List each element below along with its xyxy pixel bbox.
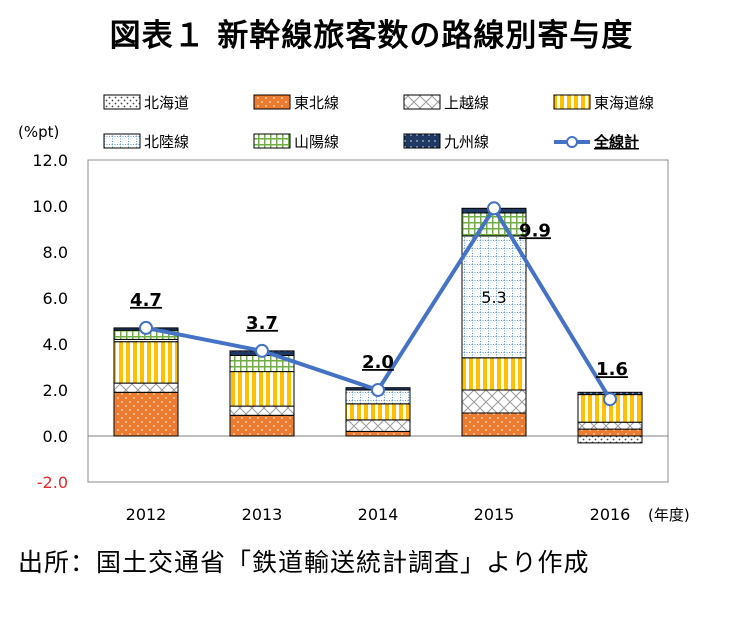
legend-label-山陽線: 山陽線 (294, 133, 339, 151)
total-label-2013: 3.7 (246, 313, 278, 334)
total-marker-2015 (487, 201, 501, 216)
y-axis-unit-label: (%pt) (18, 123, 59, 141)
legend-marker-全線計 (566, 136, 578, 148)
legend-label-東海道線: 東海道線 (594, 94, 654, 112)
legend-swatch-東北線 (253, 94, 291, 110)
bar-segment-2012-上越線 (113, 382, 179, 393)
total-marker-2016 (603, 392, 617, 407)
bar-segment-2013-上越線 (229, 405, 295, 416)
legend-swatch-九州線 (403, 133, 441, 149)
segment-annotation: 5.3 (481, 288, 506, 307)
total-line: 4.7 3.7 2.0 9.9 1.6 (130, 201, 628, 407)
total-label-2012: 4.7 (130, 290, 162, 311)
chart-title: 図表１ 新幹線旅客数の路線別寄与度 (109, 18, 634, 54)
bar-segment-2014-上越線 (345, 419, 411, 432)
bar-segment-2016-上越線 (577, 421, 643, 430)
bar-segment-2015-東海道線 (461, 357, 527, 391)
y-tick-label: 2.0 (43, 381, 68, 400)
x-tick-label: 2015 (474, 505, 515, 524)
legend-swatch-北海道 (103, 94, 141, 110)
total-label-2016: 1.6 (596, 359, 628, 380)
y-tick-label: 0.0 (43, 427, 68, 446)
bar-segment-2014-東海道線 (345, 403, 411, 421)
bar-segment-2014-東北線 (345, 430, 411, 437)
plot-frame (87, 159, 669, 483)
bar-segment-2012-東北線 (113, 391, 179, 437)
y-tick-label: 12.0 (32, 151, 68, 170)
bar-segment-2015-上越線 (461, 389, 527, 414)
legend-label-東北線: 東北線 (294, 94, 339, 112)
y-tick-label: -2.0 (37, 473, 68, 492)
bar-segment-2016-東北線 (577, 428, 643, 437)
x-tick-label: 2012 (126, 505, 167, 524)
bar-segment-2016-北海道 (577, 435, 643, 444)
total-marker-2013 (255, 343, 269, 358)
total-label-2014: 2.0 (362, 352, 394, 373)
y-tick-label: 6.0 (43, 289, 68, 308)
legend-label-北陸線: 北陸線 (144, 133, 189, 151)
x-tick-label: 2013 (242, 505, 283, 524)
bar-segment-2012-東海道線 (113, 341, 179, 384)
bar-segment-2015-山陽線 (461, 212, 527, 237)
legend-swatch-上越線 (403, 94, 441, 110)
legend-swatch-山陽線 (253, 133, 291, 149)
legend-swatch-東海道線 (553, 94, 591, 110)
legend-label-上越線: 上越線 (444, 94, 489, 112)
source-note: 出所：国土交通省「鉄道輸送統計調査」より作成 (18, 548, 590, 577)
bar-segment-2013-東北線 (229, 414, 295, 437)
legend-label-九州線: 九州線 (444, 133, 489, 151)
y-tick-label: 8.0 (43, 243, 68, 262)
bar-segment-2013-東海道線 (229, 371, 295, 407)
legend-label-北海道: 北海道 (144, 94, 189, 112)
bar-segment-2015-東北線 (461, 412, 527, 437)
legend-swatch-北陸線 (103, 133, 141, 149)
y-tick-label: 4.0 (43, 335, 68, 354)
legend-label-全線計: 全線計 (593, 133, 639, 151)
y-tick-label: 10.0 (32, 197, 68, 216)
bars: 5.3 (113, 207, 643, 444)
x-tick-label: 2016 (590, 505, 631, 524)
total-marker-2014 (371, 383, 385, 397)
y-axis: 12.0 10.0 8.0 6.0 4.0 2.0 0.0 -2.0 (32, 151, 68, 492)
x-axis-unit-label: (年度) (648, 506, 690, 524)
total-marker-2012 (139, 320, 153, 335)
x-tick-label: 2014 (358, 505, 399, 524)
x-axis: 2012 2013 2014 2015 2016 (126, 505, 631, 524)
total-label-2015: 9.9 (519, 220, 551, 241)
